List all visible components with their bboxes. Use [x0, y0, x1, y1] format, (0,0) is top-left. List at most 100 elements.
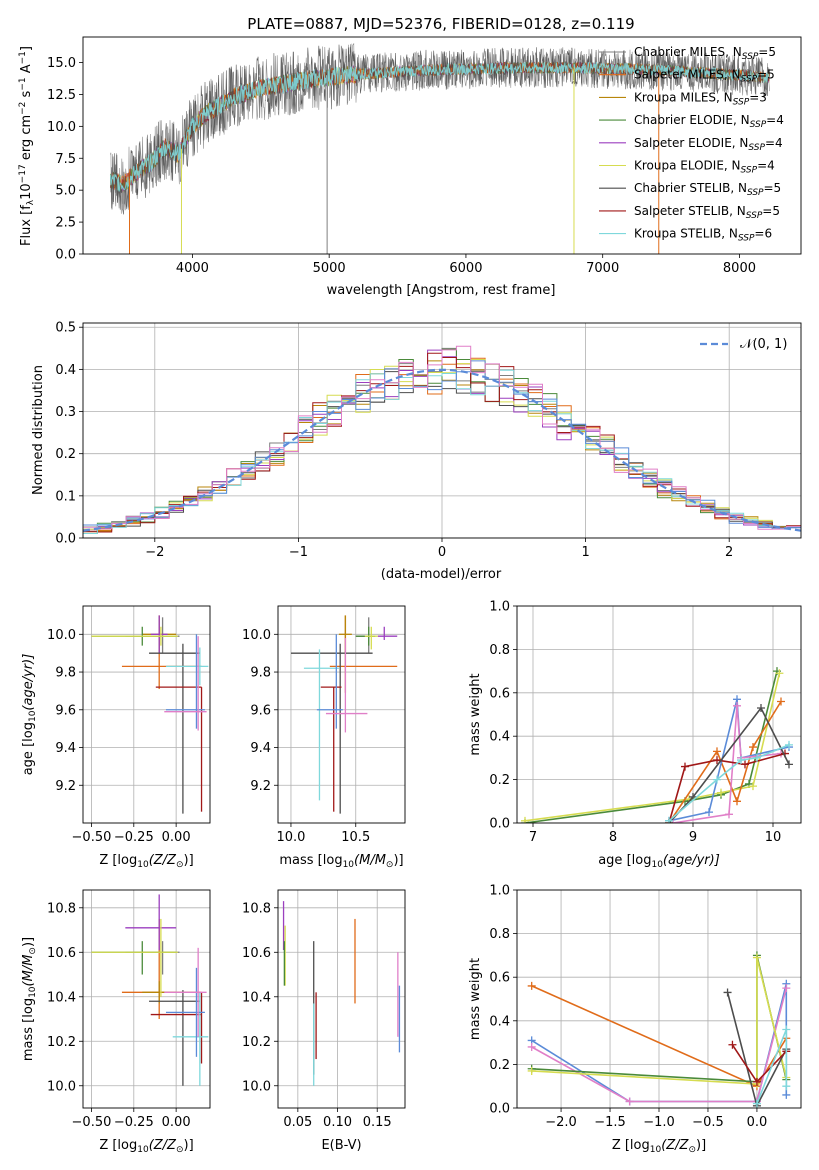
x-tick-label: 9 — [689, 830, 697, 845]
y-tick-label: 15.0 — [47, 56, 76, 71]
x-tick-label: 0 — [438, 545, 446, 560]
x-tick-label: −2 — [145, 545, 164, 560]
panel-weight_vs_age: 7 8 9 10 0.0 0.2 0.4 0.6 0.8 1.0 age [log10(age/yr… — [468, 600, 802, 870]
y-tick-label: 9.6 — [55, 703, 76, 718]
marker-plus — [737, 756, 745, 765]
axes-frame — [516, 889, 802, 1109]
y-tick-label: 12.5 — [47, 88, 76, 103]
marker-plus — [725, 810, 733, 819]
y-axis-label: mass weight — [468, 958, 483, 1040]
y-axis-label: Normed distribution — [31, 365, 46, 495]
y-tick-label: 7.5 — [55, 152, 76, 167]
series-elodie_kroupa — [531, 957, 788, 1085]
marker-plus — [713, 756, 721, 765]
marker-plus — [753, 753, 761, 762]
x-tick-label: −0.5 — [692, 1115, 724, 1130]
plot-area — [83, 323, 801, 538]
x-tick-label: 10.5 — [341, 830, 370, 845]
y-tick-label: 10.4 — [47, 990, 76, 1005]
y-tick-label: 10.2 — [242, 1035, 271, 1050]
y-tick-label: 9.8 — [250, 666, 271, 681]
axes-frame — [82, 36, 802, 255]
axes-frame — [82, 605, 211, 824]
legend-entry: 𝒩(0, 1) — [740, 337, 787, 352]
y-tick-label: 0.2 — [55, 447, 76, 462]
x-tick-label: 5000 — [313, 261, 346, 276]
y-tick-label: 0.2 — [489, 1058, 510, 1073]
histogram-blue — [83, 360, 801, 530]
marker-plus — [757, 703, 765, 712]
y-tick-label: 9.4 — [250, 741, 271, 756]
y-tick-label: 0.4 — [489, 730, 510, 745]
y-tick-label: 1.0 — [489, 884, 510, 899]
y-tick-label: 10.8 — [242, 901, 271, 916]
panel-age_vs_mass: 10.0 10.5 9.2 9.4 9.6 9.8 10.0 mass [log10(M/M⊙… — [242, 605, 406, 870]
y-tick-label: 10.0 — [242, 1079, 271, 1094]
legend-entry: Kroupa STELIB, NSSP=6 — [634, 227, 772, 244]
series-stelib_kroupa — [109, 61, 770, 192]
marker-plus — [733, 797, 741, 806]
x-tick-label: −1.0 — [643, 1115, 675, 1130]
x-tick-label: −1 — [289, 545, 308, 560]
marker-plus — [752, 953, 761, 962]
y-tick-label: 9.2 — [55, 779, 76, 794]
x-tick-label: 8000 — [723, 261, 756, 276]
y-tick-label: 0.4 — [55, 363, 76, 378]
figure-title: PLATE=0887, MJD=52376, FIBERID=0128, z=0… — [247, 15, 634, 33]
y-tick-label: 9.8 — [55, 666, 76, 681]
panel-residuals: −2 −1 0 1 2 0.0 0.1 0.2 0.3 0.4 0.5 (data-model)/er… — [31, 321, 802, 582]
y-tick-label: 10.6 — [242, 946, 271, 961]
marker-plus — [782, 1025, 791, 1034]
x-tick-label: −0.50 — [72, 1115, 112, 1130]
x-tick-label: 0.0 — [747, 1115, 768, 1130]
axes-frame — [516, 605, 802, 824]
marker-plus — [527, 981, 536, 990]
x-tick-label: 0.05 — [283, 1115, 312, 1130]
marker-plus — [782, 1082, 791, 1091]
x-tick-label: −0.25 — [114, 1115, 154, 1130]
legend-entry: Chabrier MILES, NSSP=5 — [634, 45, 776, 62]
x-tick-label: −0.50 — [72, 830, 112, 845]
marker-plus — [752, 1099, 761, 1108]
legend-entry: Chabrier ELODIE, NSSP=4 — [634, 113, 784, 130]
marker-plus — [625, 1097, 634, 1106]
marker-plus — [713, 747, 721, 756]
y-tick-label: 0.1 — [55, 489, 76, 504]
x-axis-label: Z [log10(Z/Z⊙)] — [99, 1138, 193, 1155]
y-tick-label: 10.0 — [47, 120, 76, 135]
y-tick-label: 0.2 — [489, 773, 510, 788]
legend-entry: Salpeter MILES, NSSP=5 — [634, 68, 775, 85]
marker-plus — [777, 697, 785, 706]
marker-plus — [752, 1077, 761, 1086]
x-tick-label: 8 — [609, 830, 617, 845]
y-axis-label: age [log10(age/yr)] — [21, 654, 38, 776]
marker-plus — [749, 782, 757, 791]
gaussian-curve — [83, 368, 801, 532]
marker-plus — [749, 743, 757, 752]
x-tick-label: 0.10 — [323, 1115, 352, 1130]
y-tick-label: 10.0 — [47, 1079, 76, 1094]
x-tick-label: 0.00 — [162, 1115, 191, 1130]
x-tick-label: −2.0 — [545, 1115, 577, 1130]
y-tick-label: 0.0 — [55, 532, 76, 547]
y-tick-label: 0.0 — [55, 248, 76, 263]
y-tick-label: 0.3 — [55, 405, 76, 420]
axes-frame — [82, 322, 802, 539]
y-tick-label: 10.8 — [47, 901, 76, 916]
plot-area — [83, 606, 210, 823]
plot-area — [83, 890, 210, 1108]
y-tick-label: 0.8 — [489, 927, 510, 942]
y-tick-label: 0.8 — [489, 643, 510, 658]
plot-area — [278, 890, 405, 1108]
x-tick-label: 1 — [581, 545, 589, 560]
y-tick-label: 5.0 — [55, 184, 76, 199]
plot-area — [278, 606, 405, 823]
panel-mass_vs_Z: −0.50 −0.25 0.00 10.0 10.2 10.4 10.6 10.8 Z [log… — [21, 889, 211, 1155]
y-tick-label: 10.0 — [47, 628, 76, 643]
x-tick-label: 7 — [529, 830, 537, 845]
x-tick-label: 6000 — [449, 261, 482, 276]
legend: Chabrier MILES, NSSP=5 Salpeter MILES, NS… — [599, 45, 784, 244]
legend-entry: Salpeter STELIB, NSSP=5 — [634, 204, 780, 221]
plot-area — [517, 890, 801, 1108]
